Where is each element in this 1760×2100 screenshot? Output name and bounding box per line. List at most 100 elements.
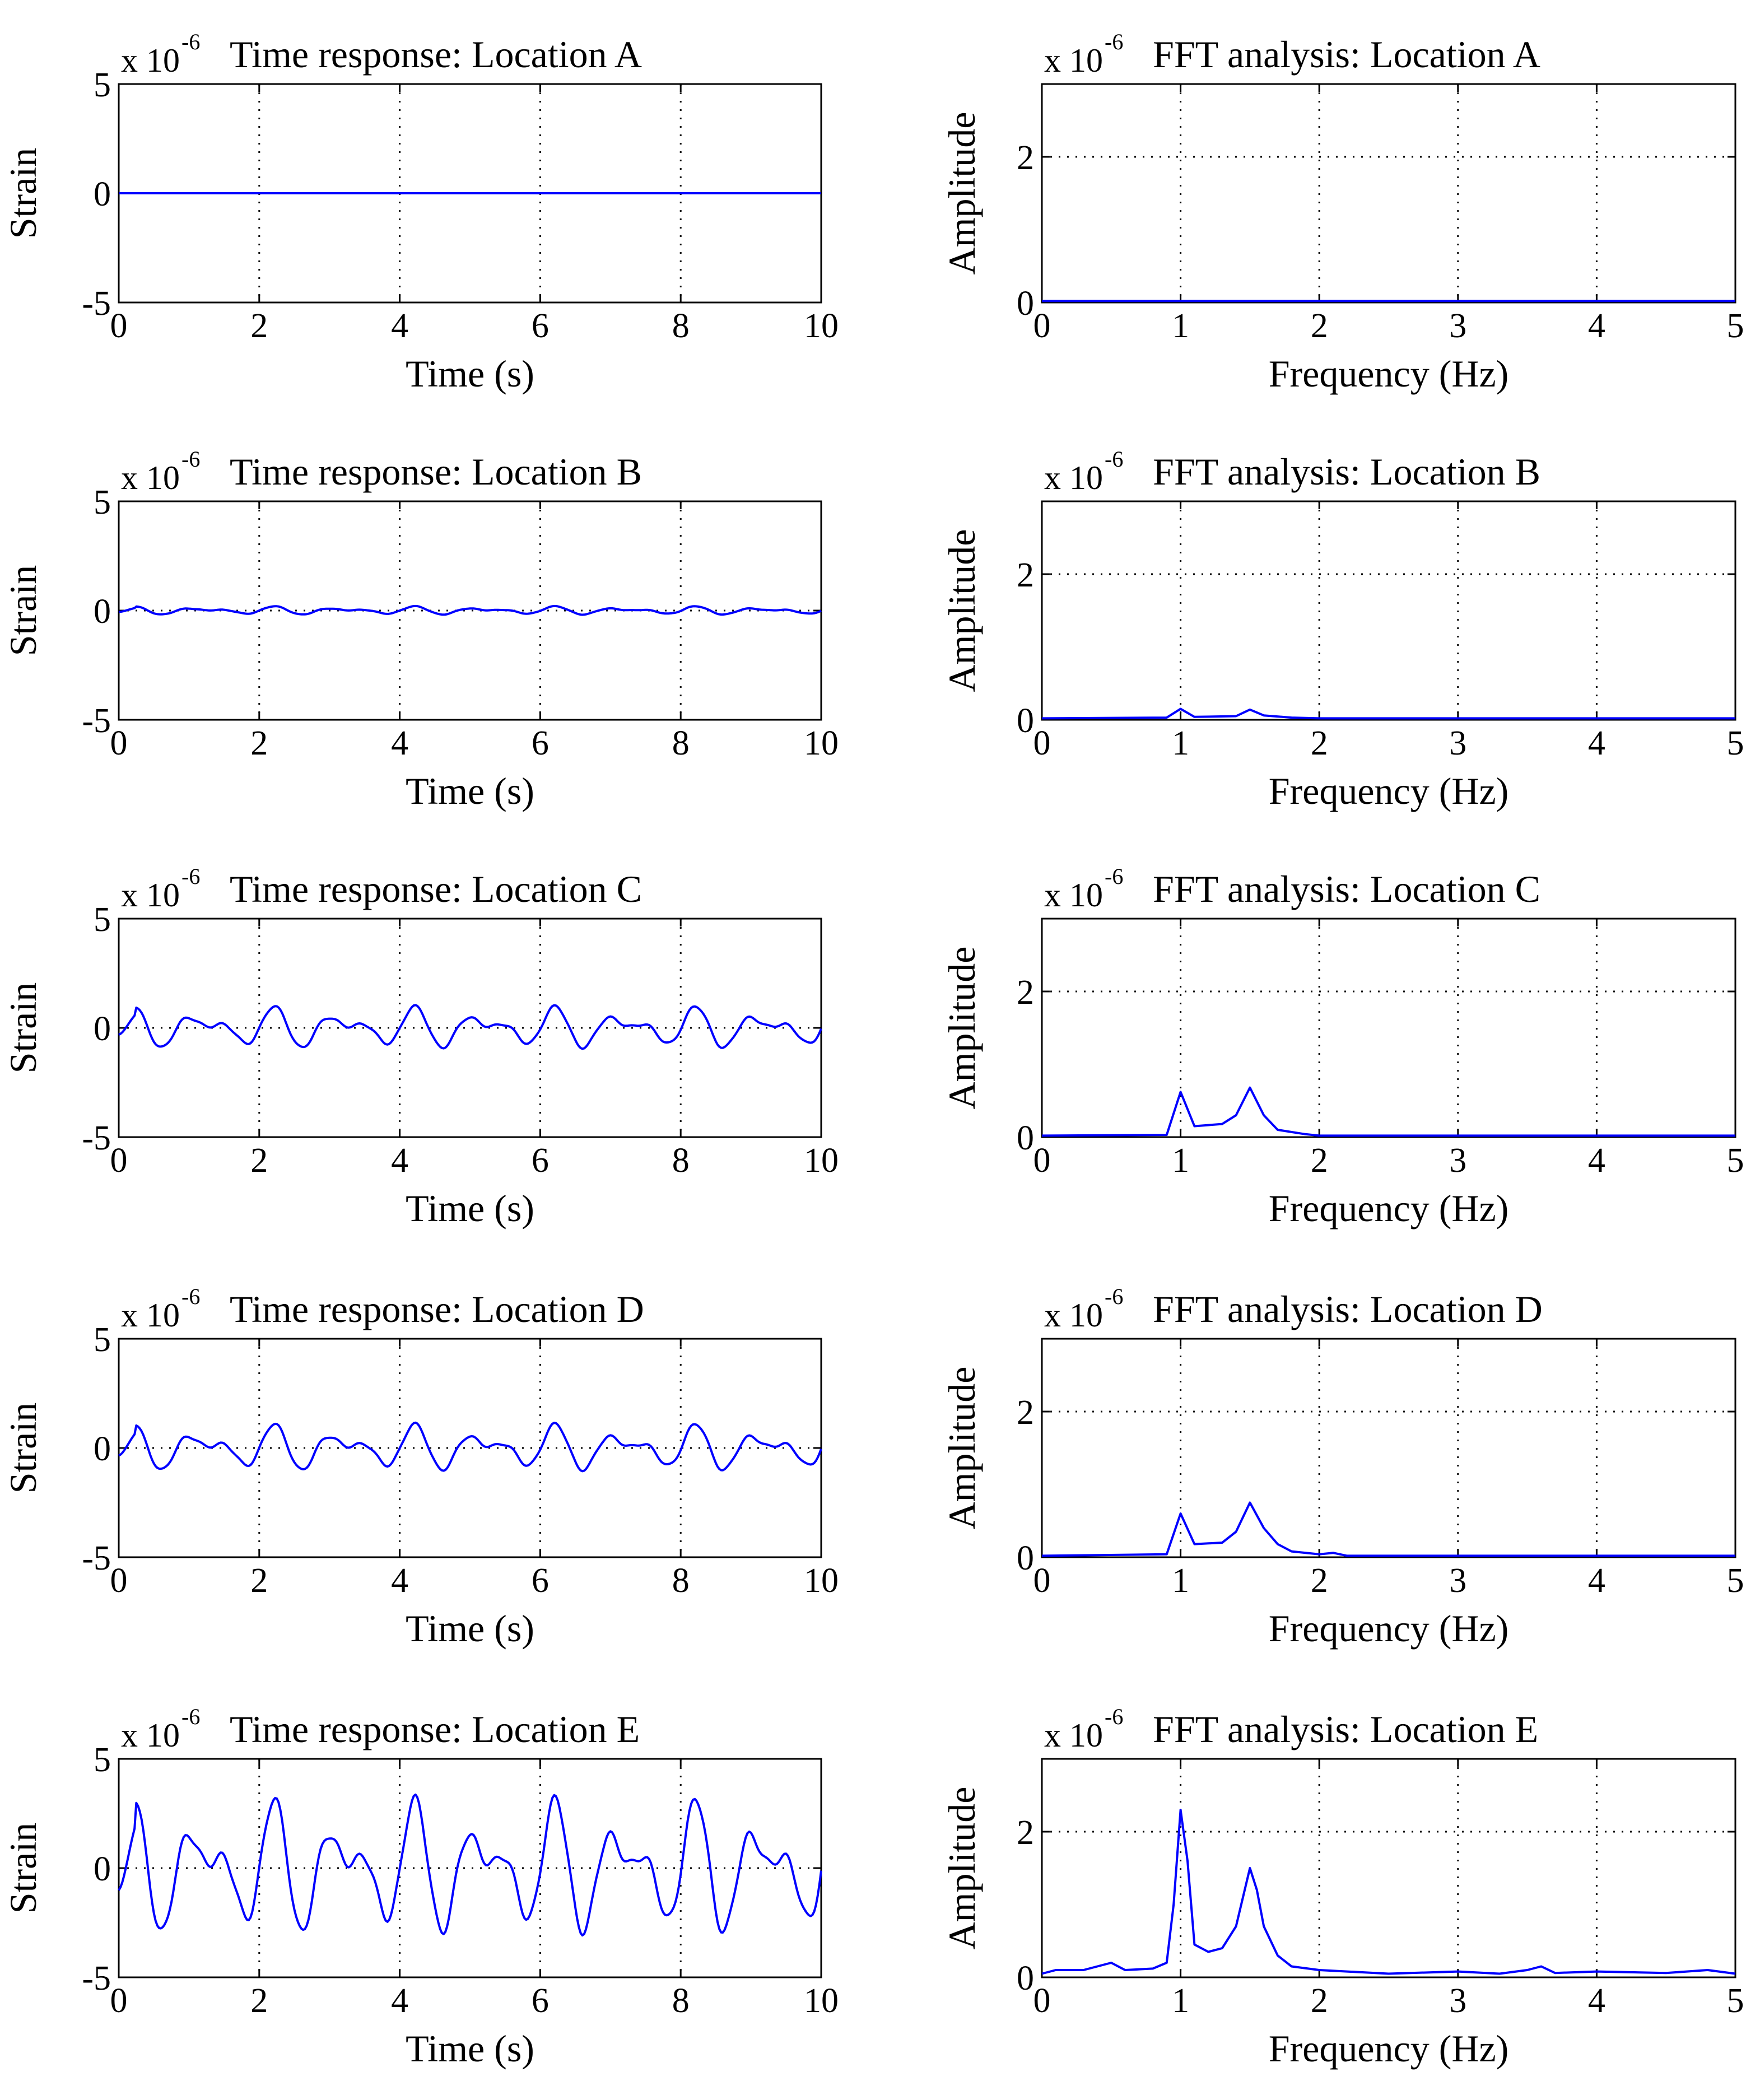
- chart-panel-fft-B: 0 1 2 3 4 5 0 2 x 10-6 FFT analysis: Location B Fr…: [940, 446, 1744, 812]
- y-tick-label: 0: [1017, 285, 1034, 323]
- x-tick-label: 8: [672, 1562, 690, 1600]
- x-tick-label: 2: [250, 1982, 268, 2020]
- x-tick-label: 3: [1449, 1142, 1466, 1180]
- scale-factor-label: x 10: [121, 1717, 180, 1754]
- x-axis-label: Time (s): [406, 2027, 534, 2070]
- scale-exponent-label: -6: [181, 1704, 200, 1729]
- x-tick-label: 0: [1033, 724, 1051, 762]
- x-tick-label: 6: [532, 1982, 549, 2020]
- x-tick-label: 1: [1172, 1562, 1189, 1600]
- x-axis-label: Frequency (Hz): [1269, 1187, 1509, 1230]
- chart-title: FFT analysis: Location A: [1153, 33, 1540, 76]
- x-tick-label: 2: [250, 307, 268, 345]
- x-tick-label: 0: [1033, 307, 1051, 345]
- x-tick-label: 5: [1727, 307, 1744, 345]
- series-line-amplitude: [1041, 1501, 1735, 1557]
- axes-frame: [1041, 1338, 1736, 1558]
- y-tick-label: 2: [1017, 1814, 1034, 1852]
- scale-exponent-label: -6: [181, 1284, 200, 1309]
- x-tick-label: 4: [391, 724, 408, 762]
- y-tick-label: 0: [1017, 1539, 1034, 1577]
- x-tick-label: 1: [1172, 307, 1189, 345]
- axes-frame: [1041, 1758, 1736, 1978]
- x-tick-label: 0: [1033, 1142, 1051, 1180]
- y-tick-label: 2: [1017, 1394, 1034, 1432]
- chart-title: Time response: Location E: [230, 1708, 640, 1750]
- chart-title: Time response: Location C: [230, 868, 642, 910]
- x-axis-label: Frequency (Hz): [1269, 352, 1509, 395]
- x-tick-label: 3: [1449, 724, 1466, 762]
- y-axis-label: Strain: [2, 1823, 44, 1913]
- y-tick-label: 5: [94, 1741, 111, 1779]
- x-axis-label: Frequency (Hz): [1269, 1607, 1509, 1650]
- scale-factor-label: x 10: [1044, 1717, 1103, 1754]
- x-tick-label: 5: [1727, 1982, 1744, 2020]
- scale-factor-label: x 10: [1044, 877, 1103, 914]
- y-tick-label: -5: [82, 1119, 111, 1157]
- y-tick-label: 0: [1017, 1119, 1034, 1157]
- x-axis-label: Time (s): [406, 352, 534, 395]
- x-tick-label: 8: [672, 724, 690, 762]
- x-tick-label: 2: [1311, 724, 1328, 762]
- y-tick-label: -5: [82, 1959, 111, 1997]
- x-tick-label: 5: [1727, 724, 1744, 762]
- x-tick-label: 4: [391, 1562, 408, 1600]
- x-tick-label: 2: [1311, 1982, 1328, 2020]
- y-tick-label: 0: [94, 1850, 111, 1888]
- y-axis-label: Strain: [2, 148, 44, 239]
- scale-exponent-label: -6: [1105, 1704, 1123, 1729]
- x-tick-label: 6: [532, 724, 549, 762]
- chart-title: FFT analysis: Location B: [1153, 450, 1540, 493]
- scale-exponent-label: -6: [181, 446, 200, 472]
- x-tick-label: 2: [250, 1562, 268, 1600]
- scale-factor-label: x 10: [121, 459, 180, 496]
- scale-factor-label: x 10: [1044, 459, 1103, 496]
- scale-factor-label: x 10: [1044, 1297, 1103, 1334]
- x-tick-label: 5: [1727, 1562, 1744, 1600]
- x-tick-label: 6: [532, 1562, 549, 1600]
- y-tick-label: 0: [1017, 702, 1034, 740]
- y-tick-label: 5: [94, 483, 111, 521]
- chart-title: FFT analysis: Location D: [1153, 1288, 1543, 1330]
- x-tick-label: 3: [1449, 1562, 1466, 1600]
- scale-exponent-label: -6: [181, 29, 200, 54]
- series-line-amplitude: [1041, 1086, 1735, 1137]
- x-tick-label: 2: [1311, 1142, 1328, 1180]
- series-line-strain: [118, 1004, 822, 1050]
- chart-title: FFT analysis: Location C: [1153, 868, 1540, 910]
- y-tick-label: -5: [82, 702, 111, 740]
- x-tick-label: 8: [672, 1982, 690, 2020]
- x-tick-label: 4: [391, 1142, 408, 1180]
- scale-factor-label: x 10: [121, 1297, 180, 1334]
- y-axis-label: Strain: [2, 565, 44, 656]
- chart-title: Time response: Location A: [230, 33, 642, 76]
- series-line-amplitude: [1041, 707, 1735, 720]
- x-tick-label: 4: [1588, 724, 1605, 762]
- x-tick-label: 1: [1172, 724, 1189, 762]
- scale-exponent-label: -6: [1105, 864, 1123, 889]
- x-tick-label: 6: [532, 1142, 549, 1180]
- x-tick-label: 5: [1727, 1142, 1744, 1180]
- y-tick-label: 0: [94, 1010, 111, 1048]
- x-tick-label: 10: [804, 1982, 839, 2020]
- x-tick-label: 8: [672, 307, 690, 345]
- scale-factor-label: x 10: [121, 877, 180, 914]
- y-axis-label: Amplitude: [940, 1367, 983, 1530]
- x-tick-label: 0: [110, 1982, 128, 2020]
- scale-exponent-label: -6: [1105, 446, 1123, 472]
- y-tick-label: 0: [94, 175, 111, 213]
- y-axis-label: Amplitude: [940, 112, 983, 275]
- x-tick-label: 1: [1172, 1142, 1189, 1180]
- axes-frame: [1041, 500, 1736, 721]
- x-tick-label: 2: [250, 724, 268, 762]
- y-tick-label: 0: [1017, 1959, 1034, 1997]
- y-tick-label: 0: [94, 1430, 111, 1468]
- chart-title: FFT analysis: Location E: [1153, 1708, 1538, 1750]
- y-axis-label: Amplitude: [940, 947, 983, 1110]
- chart-panel-fft-D: 0 1 2 3 4 5 0 2 x 10-6 FFT analysis: Location D Fr…: [940, 1284, 1744, 1650]
